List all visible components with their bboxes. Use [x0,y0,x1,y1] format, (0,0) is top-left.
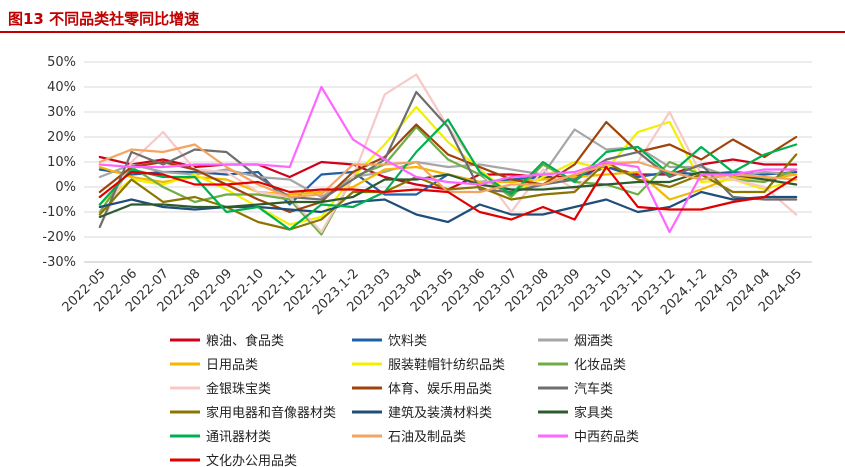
y-tick-label: 0% [55,180,76,195]
legend-label: 中西药品类 [574,430,639,445]
legend-label: 汽车类 [574,381,613,397]
legend-label: 金银珠宝类 [206,381,271,397]
series-line [98,85,798,234]
legend-item: 家具类 [538,405,613,421]
series-line [98,120,798,214]
legend-item: 体育、娱乐用品类 [352,381,492,397]
legend-label: 石油及制品类 [388,430,466,445]
y-tick-label: 40% [47,80,76,95]
y-tick-label: 10% [47,155,76,170]
y-tick-label: 20% [47,130,76,145]
legend-label: 建筑及装潢材料类 [388,405,492,421]
series-line [98,170,798,219]
legend-label: 日用品类 [206,358,258,373]
legend-label: 服装鞋帽针纺织品类 [388,357,505,373]
y-tick-label: -20% [42,230,76,245]
series-line [98,118,798,231]
series-layer [98,73,798,236]
legend-item: 建筑及装潢材料类 [352,405,492,421]
x-axis-ticks: 2022-052022-062022-072022-082022-092022-… [60,266,805,318]
legend-item: 文化办公用品类 [170,454,297,467]
legend-label: 通讯器材类 [206,430,271,445]
y-tick-label: -30% [42,255,76,270]
legend-item: 石油及制品类 [352,430,466,445]
legend-label: 文化办公用品类 [206,454,297,467]
legend-label: 家具类 [574,405,613,421]
legend-item: 汽车类 [538,381,613,397]
legend-label: 体育、娱乐用品类 [388,381,492,397]
legend-item: 服装鞋帽针纺织品类 [352,357,505,373]
legend-label: 饮料类 [388,334,427,349]
legend-item: 中西药品类 [538,430,639,445]
series-line [98,153,798,231]
legend-label: 化妆品类 [574,358,626,373]
legend-item: 家用电器和音像器材类 [170,405,336,421]
y-tick-label: 50% [47,55,76,70]
series-line [98,90,798,229]
y-axis-ticks: -30% -20% -10% 0% 10% 20% 30% 40% 50% [42,55,76,270]
legend-label: 家用电器和音像器材类 [206,405,336,421]
legend-item: 日用品类 [170,358,258,373]
legend-item: 化妆品类 [538,358,626,373]
legend-item: 饮料类 [352,334,427,349]
legend-label: 烟酒类 [574,334,613,349]
legend-item: 烟酒类 [538,334,613,349]
legend-item: 金银珠宝类 [170,381,271,397]
title-divider [0,31,845,33]
chart-title: 图13 不同品类社零同比增速 [8,10,200,28]
y-tick-label: -10% [42,205,76,220]
legend-item: 粮油、食品类 [170,333,284,349]
legend-item: 通讯器材类 [170,430,271,445]
legend-label: 粮油、食品类 [206,333,284,349]
grid-layer [84,61,812,263]
y-tick-label: 30% [47,105,76,120]
series-line [98,165,798,221]
